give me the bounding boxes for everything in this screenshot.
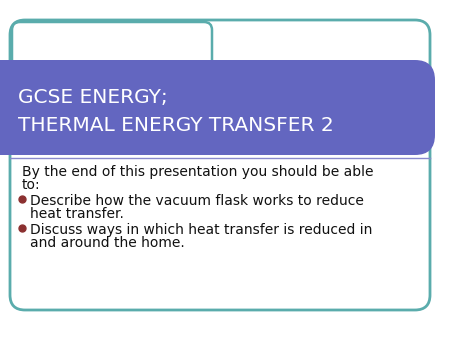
Text: heat transfer.: heat transfer. <box>30 207 124 221</box>
Text: to:: to: <box>22 178 40 192</box>
FancyBboxPatch shape <box>0 60 435 155</box>
Text: THERMAL ENERGY TRANSFER 2: THERMAL ENERGY TRANSFER 2 <box>18 116 334 135</box>
Text: GCSE ENERGY;: GCSE ENERGY; <box>18 88 168 107</box>
FancyBboxPatch shape <box>10 20 430 310</box>
Text: By the end of this presentation you should be able: By the end of this presentation you shou… <box>22 165 374 179</box>
Bar <box>0 60 25 155</box>
Text: Describe how the vacuum flask works to reduce: Describe how the vacuum flask works to r… <box>30 194 364 208</box>
Text: and around the home.: and around the home. <box>30 236 185 250</box>
FancyBboxPatch shape <box>12 22 212 77</box>
Text: Discuss ways in which heat transfer is reduced in: Discuss ways in which heat transfer is r… <box>30 223 373 237</box>
